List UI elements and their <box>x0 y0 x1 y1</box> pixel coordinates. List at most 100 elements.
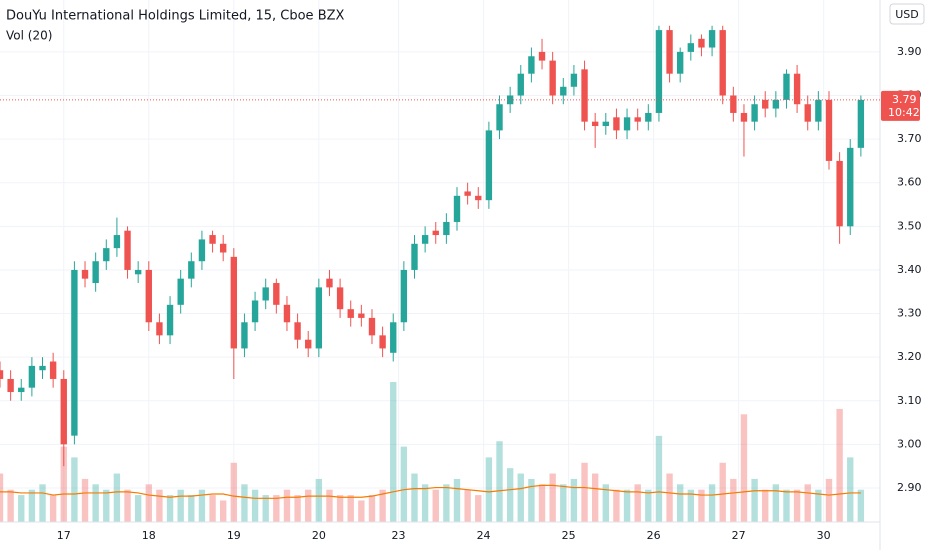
volume-bar <box>645 489 652 522</box>
volume-bar <box>326 489 333 522</box>
candle-body <box>251 300 259 323</box>
candle-body <box>18 387 25 393</box>
volume-bar <box>39 484 46 522</box>
candle-body <box>347 309 354 318</box>
volume-bar <box>230 462 238 522</box>
last-price-label: 3.79 <box>892 93 917 106</box>
candle-body <box>698 38 705 48</box>
candle-body <box>783 73 790 100</box>
volume-bar <box>71 457 78 522</box>
candle-body <box>485 130 493 201</box>
candle-body <box>81 269 89 279</box>
volume-bar <box>198 489 206 522</box>
candle-body <box>273 283 280 305</box>
volume-bar <box>815 489 822 522</box>
currency[interactable]: USD <box>895 8 919 21</box>
last-price-box <box>881 90 920 121</box>
candle-body <box>124 230 131 270</box>
candle-body <box>241 322 248 349</box>
candle-body <box>464 191 471 196</box>
volume-bar <box>220 500 227 522</box>
volume-bar <box>613 489 620 522</box>
candle-body <box>677 51 684 74</box>
candle-body <box>793 73 801 105</box>
y-tick-label: 3.40 <box>897 263 922 276</box>
candle-body <box>762 99 769 109</box>
candle-body <box>390 322 397 353</box>
countdown: 10:42 <box>888 106 920 119</box>
volume-bar <box>273 495 280 522</box>
candle-body <box>177 278 184 305</box>
candle-body <box>358 313 365 318</box>
volume-bar <box>7 489 14 522</box>
x-tick-label: 25 <box>562 529 576 542</box>
volume-bar <box>60 446 67 522</box>
candle-body <box>475 195 482 201</box>
candle-body <box>666 30 673 74</box>
volume-bar <box>390 382 397 522</box>
x-tick-label: 19 <box>227 529 241 542</box>
volume-bar <box>623 489 631 522</box>
volume-bar <box>113 473 121 522</box>
y-tick-label: 3.70 <box>897 132 922 145</box>
candle-body <box>220 243 227 253</box>
volume-bar <box>262 495 269 522</box>
volume-bar <box>103 489 110 522</box>
y-tick-label: 3.00 <box>897 437 922 450</box>
volume-bar <box>336 495 344 522</box>
candles <box>0 25 865 467</box>
candle-body <box>7 378 14 393</box>
y-tick-label: 3.60 <box>897 176 922 189</box>
candle-body <box>591 121 599 127</box>
candle-body <box>538 51 546 61</box>
volume-bar <box>400 446 408 522</box>
candle-body <box>28 365 36 388</box>
volume-label: Vol (20) <box>6 29 52 43</box>
candle-body <box>60 378 67 445</box>
chart-title: DouYu International Holdings Limited, 15… <box>6 9 345 24</box>
candle-body <box>198 239 206 262</box>
candle-body <box>772 99 780 109</box>
x-tick-label: 17 <box>57 529 71 542</box>
candle-body <box>443 221 450 236</box>
volume-bar <box>698 489 705 522</box>
volume-bar <box>602 484 609 522</box>
volume-bar <box>443 484 450 522</box>
candle-body <box>166 304 174 336</box>
volume-bar <box>836 408 843 522</box>
candle-body <box>453 195 461 222</box>
volume-bar <box>49 495 57 522</box>
volume-bar <box>857 489 865 522</box>
volume-bar <box>783 489 790 522</box>
candle-body <box>496 104 503 131</box>
volume-bar <box>804 484 811 522</box>
volume-bar <box>379 489 386 522</box>
y-tick-label: 3.30 <box>897 307 922 320</box>
volume-bar <box>145 484 152 522</box>
candle-body <box>517 73 524 96</box>
candle-body <box>432 230 439 236</box>
currency-box[interactable] <box>889 3 925 25</box>
volume-bar <box>538 484 546 522</box>
volume-bar <box>560 484 567 522</box>
volume-bar <box>762 489 769 522</box>
candle-body <box>570 73 578 87</box>
volume-bar <box>18 495 25 522</box>
candle-body <box>188 261 195 279</box>
candle-body <box>71 269 78 436</box>
volume-bar <box>305 489 312 522</box>
candle-body <box>613 117 620 131</box>
volume-bar <box>92 484 99 522</box>
volume-bar <box>241 484 248 522</box>
candle-body <box>379 335 386 349</box>
volume-bar <box>485 457 493 522</box>
volume-bar <box>358 500 365 522</box>
volume-bar <box>134 495 142 522</box>
volume-bar <box>0 473 4 522</box>
candle-body <box>134 269 142 275</box>
candle-body <box>326 278 333 288</box>
candle-body <box>305 339 312 349</box>
volume-bar <box>719 462 726 522</box>
volume-bar <box>517 473 524 522</box>
